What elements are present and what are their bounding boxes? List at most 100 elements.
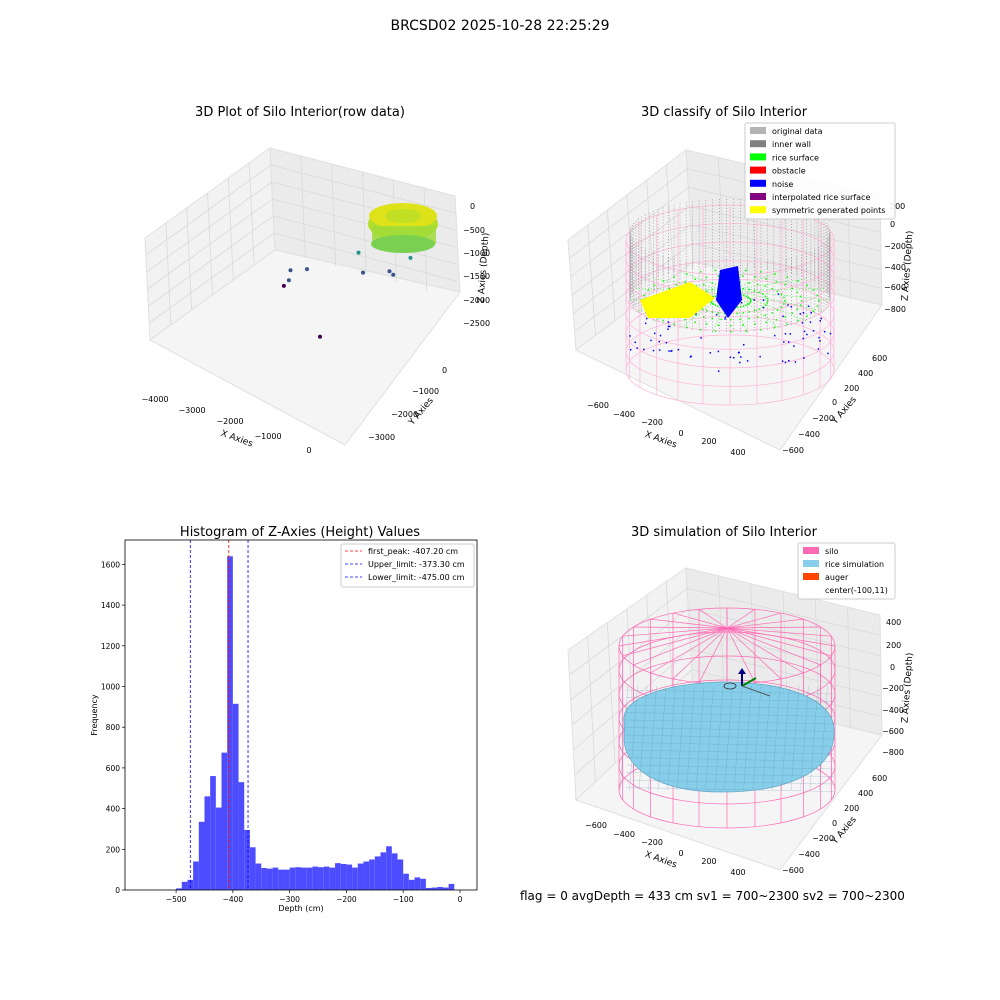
legend-label: center(-100,11) xyxy=(825,586,888,595)
noise-point xyxy=(650,339,652,342)
legend-swatch xyxy=(750,206,766,214)
x-tick: −600 xyxy=(585,821,607,830)
z-axis-label: Z Axies (Depth) xyxy=(901,230,916,301)
rice-point xyxy=(643,294,645,297)
histogram-bar xyxy=(244,829,250,890)
y-tick-label: 1400 xyxy=(101,601,120,610)
rice-point xyxy=(758,291,760,294)
silo-roof-rib xyxy=(726,627,832,657)
mesh-line xyxy=(686,685,695,791)
legend-swatch xyxy=(803,573,819,580)
x-tick: −400 xyxy=(613,410,635,419)
rice-ray xyxy=(729,289,825,312)
histogram-bar xyxy=(425,887,432,890)
mesh-line xyxy=(625,764,835,770)
rice-point xyxy=(673,323,675,326)
y-tick: −2000 xyxy=(391,410,418,419)
histogram-bars xyxy=(176,556,455,890)
noise-point xyxy=(787,341,790,343)
rice-point xyxy=(764,314,767,316)
rice-point xyxy=(812,310,815,313)
raw-point xyxy=(305,267,309,272)
noise-point xyxy=(783,341,785,343)
x-tick-label: −200 xyxy=(336,895,357,904)
noise-point xyxy=(801,322,804,324)
legend-label: rice simulation xyxy=(825,560,884,569)
noise-point xyxy=(629,348,632,351)
noise-point xyxy=(812,330,815,332)
rice-point xyxy=(717,324,720,326)
y-tick-label: 400 xyxy=(106,805,121,814)
noise-point xyxy=(629,335,631,337)
symmetric-generated-region xyxy=(640,282,715,318)
z-tick: 400 xyxy=(886,618,901,627)
histogram-bar xyxy=(403,873,409,890)
rice-ray xyxy=(729,288,824,291)
noise-point xyxy=(659,334,662,337)
x-tick-label: −400 xyxy=(223,895,244,904)
y-tick: −200 xyxy=(812,834,834,843)
silo-roof-rib xyxy=(622,627,728,637)
y-ticks: 0 200 400 600 800 1000 1200 1400 1600 xyxy=(101,560,125,895)
silo-roof-rib xyxy=(672,612,728,629)
noise-point xyxy=(729,356,732,359)
mesh-line xyxy=(800,685,809,791)
z-tick: −1000 xyxy=(463,249,490,258)
noise-point xyxy=(819,320,821,322)
rice-ray xyxy=(636,288,731,291)
noise-point xyxy=(665,342,668,344)
rice-point xyxy=(694,278,696,280)
noise-point xyxy=(818,336,820,339)
rice-point xyxy=(694,321,696,324)
rice-point xyxy=(799,304,802,306)
noise-point xyxy=(724,318,726,320)
z-tick: −200 xyxy=(884,242,906,251)
silo-roof-rib xyxy=(726,612,782,629)
y-tick: −400 xyxy=(798,850,820,859)
rice-point xyxy=(662,319,665,322)
rice-point xyxy=(791,287,793,290)
noise-point xyxy=(784,361,787,364)
rice-point xyxy=(765,278,767,280)
noise-point xyxy=(806,333,808,336)
noise-point xyxy=(740,356,742,358)
legend-label: symmetric generated points xyxy=(772,206,885,215)
grid-line xyxy=(574,669,882,776)
histogram-bar xyxy=(380,852,387,890)
rice-point xyxy=(797,319,799,322)
mesh-line xyxy=(619,685,629,791)
rice-point xyxy=(749,301,752,303)
rice-point xyxy=(686,273,688,275)
rice-point xyxy=(662,280,665,282)
rice-point xyxy=(754,323,756,325)
silo-roof-rib xyxy=(633,626,728,629)
rice-point xyxy=(710,301,712,303)
x-ticks: −600 −400 −200 0 200 400 xyxy=(585,821,746,877)
noise-point xyxy=(819,340,821,342)
rice-point xyxy=(730,318,732,321)
rice-point xyxy=(775,319,778,321)
x-tick: 200 xyxy=(701,437,716,446)
histogram-bar xyxy=(414,877,421,890)
y-tick: −600 xyxy=(782,446,804,455)
rice-point xyxy=(717,275,720,278)
noise-point xyxy=(827,352,829,355)
noise-point xyxy=(781,360,784,362)
noise-point xyxy=(668,350,670,352)
mesh-line xyxy=(790,685,800,791)
rice-point xyxy=(764,285,767,288)
silo-roof-rib xyxy=(650,618,728,629)
z-tick: −800 xyxy=(884,305,906,314)
rice-point xyxy=(764,304,767,306)
rice-mesh xyxy=(619,685,835,792)
z-ticks: 400 200 0 −200 −400 −600 −800 xyxy=(882,618,904,757)
y-tick-label: 1600 xyxy=(101,560,120,569)
rice-point xyxy=(762,293,764,296)
noise-point xyxy=(658,349,661,351)
noise-point xyxy=(715,313,718,316)
rice-point xyxy=(711,311,713,313)
rice-point xyxy=(705,323,708,325)
mesh-line xyxy=(625,779,835,785)
status-line: flag = 0 avgDepth = 433 cm sv1 = 700~230… xyxy=(520,889,905,903)
plot-frame xyxy=(124,539,478,891)
